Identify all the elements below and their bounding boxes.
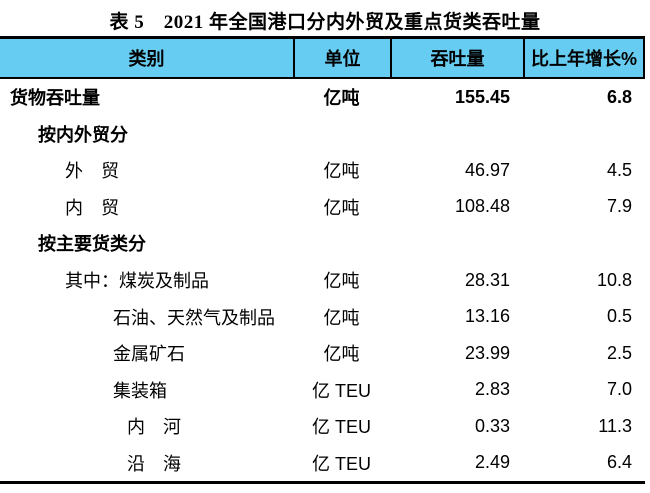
cell-throughput: 108.48 [454,196,510,217]
cell-growth: 2.5 [606,342,632,363]
cell-unit: 亿吨 [323,271,360,291]
cell-growth: 7.9 [606,196,632,217]
cell-growth: 10.8 [596,269,632,290]
cell-unit: 亿吨 [323,88,360,109]
cell-category: 其中：煤炭及制品 [65,271,209,291]
cell-throughput: 2.49 [474,452,510,473]
cell-throughput: 0.33 [474,415,510,436]
cell-unit [293,116,390,153]
table-row: 按内外贸分 [0,116,645,153]
cell-throughput: 155.45 [454,86,510,107]
table-row: 内 贸 亿吨 108.48 7.9 [0,189,645,226]
table-row: 集装箱 亿 TEU 2.83 7.0 [0,371,645,408]
cell-growth: 0.5 [606,306,632,327]
table-title: 表 5 2021 年全国港口分内外贸及重点货类吞吐量 [109,12,541,33]
cell-growth: 7.0 [606,379,632,400]
header-growth: 比上年增长% [523,39,645,77]
cell-growth [523,225,645,262]
cell-category: 按主要货类分 [38,234,146,255]
cell-unit: 亿吨 [323,344,360,365]
cell-category: 石油、天然气及制品 [113,307,275,328]
table-row: 内 河 亿 TEU 0.33 11.3 [0,408,645,445]
cell-throughput: 13.16 [464,306,510,327]
cell-unit: 亿吨 [323,197,360,218]
table-row: 货物吞吐量 亿吨 155.45 6.8 [0,79,645,116]
cell-category: 金属矿石 [113,344,185,365]
cell-category: 内 贸 [65,197,119,218]
cell-growth [523,116,645,153]
cell-growth: 6.4 [606,452,632,473]
table-row: 按主要货类分 [0,225,645,262]
cell-unit [293,225,390,262]
table-row: 金属矿石 亿吨 23.99 2.5 [0,335,645,372]
cell-unit: 亿吨 [323,161,360,182]
cell-category: 集装箱 [113,380,167,401]
cell-category: 外 贸 [65,161,119,182]
table-row: 沿 海 亿 TEU 2.49 6.4 [0,444,645,481]
cell-growth: 6.8 [606,86,632,107]
table-row: 其中：煤炭及制品 亿吨 28.31 10.8 [0,262,645,299]
cell-throughput: 23.99 [464,342,510,363]
cell-unit: 亿吨 [323,307,360,328]
table-row: 外 贸 亿吨 46.97 4.5 [0,152,645,189]
table-body: 货物吞吐量 亿吨 155.45 6.8 按内外贸分 外 贸 亿吨 46.97 4… [0,79,645,484]
table-header-row: 类别 单位 吞吐量 比上年增长% [0,36,645,79]
header-unit: 单位 [293,39,390,77]
cell-growth: 11.3 [598,415,632,436]
cell-category: 货物吞吐量 [10,88,100,109]
cell-throughput [390,225,523,262]
table-row: 石油、天然气及制品 亿吨 13.16 0.5 [0,298,645,335]
header-category: 类别 [128,49,165,69]
cell-throughput: 28.31 [464,269,510,290]
cell-unit: 亿 TEU [311,453,371,474]
cell-unit: 亿 TEU [311,417,371,438]
cell-throughput: 2.83 [474,379,510,400]
cell-throughput: 46.97 [464,159,510,180]
cell-growth: 4.5 [606,159,632,180]
cell-category: 内 河 [127,417,181,438]
throughput-table: 类别 单位 吞吐量 比上年增长% 货物吞吐量 亿吨 155.45 6.8 按内外… [0,36,645,484]
cell-category: 按内外贸分 [38,124,128,145]
cell-throughput [390,116,523,153]
header-throughput: 吞吐量 [390,39,523,77]
cell-unit: 亿 TEU [311,380,371,401]
cell-category: 沿 海 [127,453,181,474]
